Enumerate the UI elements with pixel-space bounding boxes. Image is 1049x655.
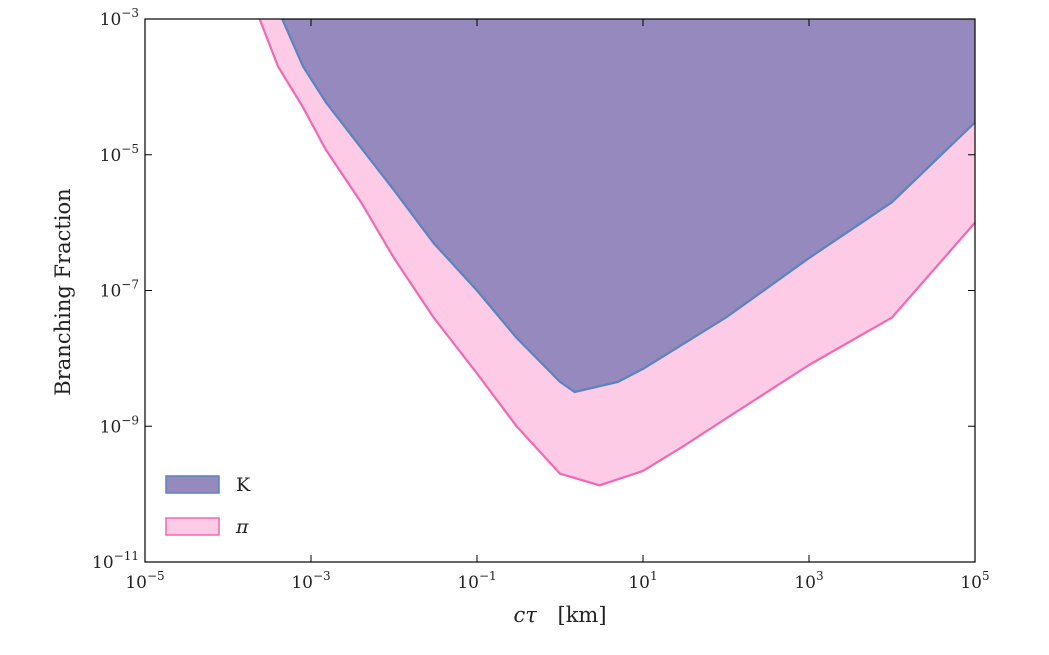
x-tick-label: 101 xyxy=(628,569,657,593)
x-tick-label-base: 10 xyxy=(125,573,147,593)
y-tick-label: 10−3 xyxy=(100,6,139,30)
x-tick-label-base: 10 xyxy=(960,573,982,593)
boundary-line-pi xyxy=(258,18,976,487)
x-axis-label-unit: [km] xyxy=(558,603,607,627)
x-axis-label-main: cτ xyxy=(513,603,537,627)
y-tick-label-base: 10 xyxy=(100,146,122,166)
legend-label-k: K xyxy=(236,474,251,496)
boundary-line-k xyxy=(281,18,976,394)
y-tick-label-base: 10 xyxy=(100,282,122,302)
x-tick-label: 103 xyxy=(794,569,823,593)
x-axis-label: cτ [km] xyxy=(513,603,606,627)
y-tick-label-exp: −11 xyxy=(114,549,139,563)
region-k xyxy=(282,19,975,392)
legend: Kπ xyxy=(165,474,251,538)
plot-areas xyxy=(258,18,976,487)
x-tick-label-base: 10 xyxy=(457,573,479,593)
y-tick-label-exp: −5 xyxy=(121,142,139,156)
axis-ticks: 10−5 10−3 10−1 101 103 10510−1110−910−710−510… xyxy=(92,6,990,593)
y-tick-label-exp: −9 xyxy=(121,413,139,427)
y-tick-label-base: 10 xyxy=(100,10,122,30)
x-tick-label: 10−1 xyxy=(457,569,496,593)
x-tick-label: 10−5 xyxy=(125,569,164,593)
y-tick-label-exp: −7 xyxy=(121,278,139,292)
y-tick-label-base: 10 xyxy=(92,553,114,573)
legend-swatch-k xyxy=(165,475,220,494)
y-tick-label: 10−11 xyxy=(92,549,139,573)
y-tick-label: 10−7 xyxy=(100,278,139,302)
x-tick-label: 105 xyxy=(960,569,989,593)
x-tick-label-exp: 1 xyxy=(650,569,658,583)
x-tick-label-exp: −5 xyxy=(147,569,165,583)
y-tick-label: 10−5 xyxy=(100,142,139,166)
x-tick-label-exp: −1 xyxy=(479,569,497,583)
y-tick-label-base: 10 xyxy=(100,417,122,437)
x-tick-label-base: 10 xyxy=(794,573,816,593)
x-tick-label: 10−3 xyxy=(291,569,330,593)
x-tick-label-exp: 5 xyxy=(982,569,990,583)
x-tick-label-base: 10 xyxy=(628,573,650,593)
x-tick-label-base: 10 xyxy=(291,573,313,593)
legend-swatch-pi xyxy=(165,517,220,536)
y-tick-label-exp: −3 xyxy=(121,6,139,20)
x-tick-label-exp: −3 xyxy=(313,569,331,583)
y-axis-label: Branching Fraction xyxy=(51,188,75,395)
y-tick-label: 10−9 xyxy=(100,413,139,437)
x-tick-label-exp: 3 xyxy=(816,569,824,583)
legend-label-pi: π xyxy=(235,516,249,538)
